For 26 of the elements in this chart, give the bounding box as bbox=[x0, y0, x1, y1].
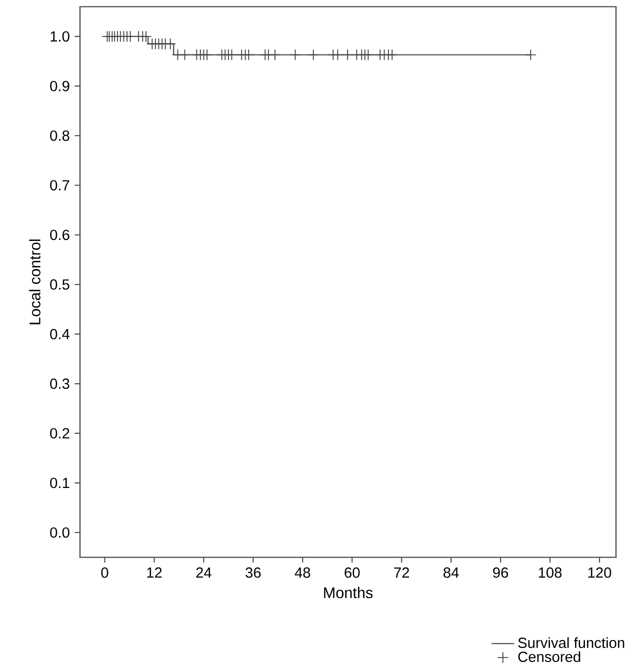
x-tick-label: 72 bbox=[394, 567, 410, 578]
x-axis-title: Months bbox=[324, 586, 373, 598]
y-tick-label: 0.2 bbox=[50, 428, 70, 439]
y-tick-label: 0.9 bbox=[50, 80, 70, 92]
x-tick-label: 0 bbox=[101, 567, 108, 578]
legend-label: Survival function bbox=[518, 637, 624, 648]
x-tick-label: 36 bbox=[246, 567, 261, 578]
y-tick-label: 0.5 bbox=[50, 279, 70, 290]
x-tick-label: 48 bbox=[294, 567, 310, 578]
x-tick-label: 84 bbox=[444, 567, 459, 578]
y-tick-label: 1.0 bbox=[50, 31, 70, 42]
y-axis-title: Local control bbox=[29, 240, 41, 324]
y-tick-label: 0.6 bbox=[50, 230, 70, 240]
y-tick-label: 0.4 bbox=[50, 328, 70, 340]
x-tick-label: 96 bbox=[493, 567, 508, 578]
y-tick-label: 0.3 bbox=[50, 378, 70, 389]
x-tick-label: 12 bbox=[147, 567, 162, 578]
x-tick-label: 60 bbox=[344, 567, 360, 578]
x-tick-label: 108 bbox=[539, 567, 562, 578]
legend-label: Censored bbox=[518, 651, 580, 662]
y-tick-label: 0.0 bbox=[50, 527, 70, 538]
x-tick-label: 24 bbox=[196, 567, 212, 578]
y-tick-label: 0.8 bbox=[50, 130, 70, 141]
y-tick-label: 0.1 bbox=[50, 478, 70, 488]
y-tick-label: 0.7 bbox=[50, 180, 70, 190]
x-tick-label: 120 bbox=[588, 567, 612, 578]
